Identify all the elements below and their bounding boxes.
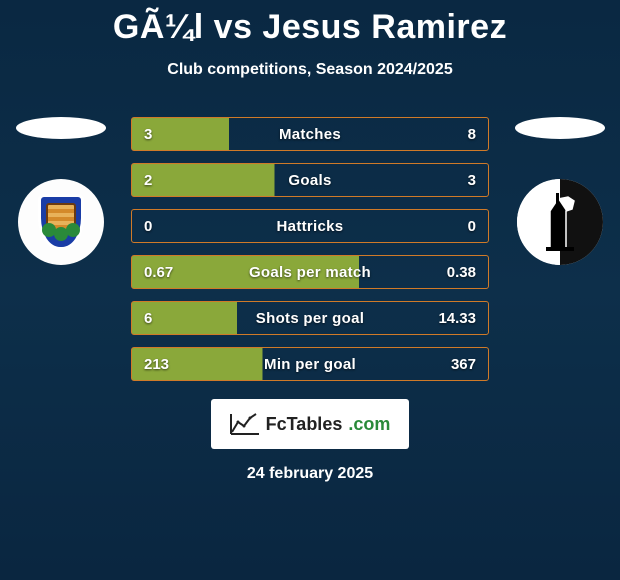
left-crest-icon <box>18 179 104 265</box>
stat-label: Hattricks <box>132 218 488 235</box>
page-title: GÃ¼l vs Jesus Ramirez <box>0 0 620 47</box>
stats-list: 3Matches8 2Goals3 0Hattricks0 0.67Goals per… <box>113 117 507 381</box>
banner-text-1: FcTables <box>266 414 343 435</box>
footer-date: 24 february 2025 <box>0 465 620 483</box>
fctables-banner[interactable]: FcTables.com <box>211 399 409 449</box>
stat-row: 6Shots per goal14.33 <box>131 301 489 335</box>
left-pill-icon <box>16 117 106 139</box>
page-subtitle: Club competitions, Season 2024/2025 <box>0 61 620 79</box>
main-container: 3Matches8 2Goals3 0Hattricks0 0.67Goals per… <box>0 117 620 381</box>
knight-icon <box>538 191 582 253</box>
stat-row: 213Min per goal367 <box>131 347 489 381</box>
stat-label: Min per goal <box>132 356 488 373</box>
left-side <box>8 117 113 265</box>
stat-row: 0Hattricks0 <box>131 209 489 243</box>
right-pill-icon <box>515 117 605 139</box>
right-side <box>507 117 612 265</box>
stat-label: Shots per goal <box>132 310 488 327</box>
stat-row: 0.67Goals per match0.38 <box>131 255 489 289</box>
banner-text-2: .com <box>348 414 390 435</box>
stat-row: 2Goals3 <box>131 163 489 197</box>
chart-icon <box>230 412 260 436</box>
stat-label: Goals per match <box>132 264 488 281</box>
right-crest-icon <box>517 179 603 265</box>
stat-label: Goals <box>132 172 488 189</box>
stat-label: Matches <box>132 126 488 143</box>
stat-row: 3Matches8 <box>131 117 489 151</box>
